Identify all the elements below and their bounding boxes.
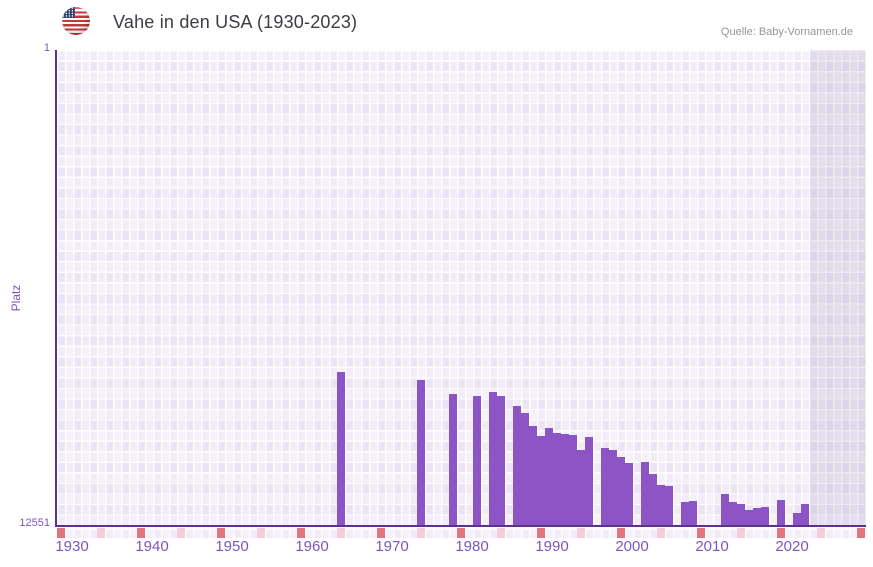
x-tick-label-1960: 1960 bbox=[295, 538, 329, 555]
half-decade-tick-1995 bbox=[577, 528, 585, 538]
bar-2003[interactable] bbox=[641, 462, 649, 525]
bar-2004[interactable] bbox=[649, 473, 657, 525]
bar-1975[interactable] bbox=[417, 380, 425, 525]
decade-tick-1960 bbox=[297, 528, 305, 538]
x-tick-label-1930: 1930 bbox=[55, 538, 89, 555]
bar-1989[interactable] bbox=[529, 425, 537, 525]
half-decade-tick-1955 bbox=[257, 528, 265, 538]
bar-2022[interactable] bbox=[793, 512, 801, 525]
decade-tick-1940 bbox=[137, 528, 145, 538]
x-tick-label-2010: 2010 bbox=[695, 538, 729, 555]
bar-1993[interactable] bbox=[561, 434, 569, 525]
x-tick-label-1980: 1980 bbox=[455, 538, 489, 555]
bar-2018[interactable] bbox=[761, 507, 769, 525]
bar-2017[interactable] bbox=[753, 507, 761, 525]
bar-2013[interactable] bbox=[721, 493, 729, 525]
decade-tick-1980 bbox=[457, 528, 465, 538]
us-flag-icon bbox=[62, 7, 90, 35]
bar-1992[interactable] bbox=[553, 432, 561, 525]
decade-tick-2010 bbox=[697, 528, 705, 538]
bar-2020[interactable] bbox=[777, 499, 785, 525]
bar-2015[interactable] bbox=[737, 504, 745, 525]
bar-2008[interactable] bbox=[681, 501, 689, 525]
bar-1987[interactable] bbox=[513, 406, 521, 525]
x-tick-label-2020: 2020 bbox=[775, 538, 809, 555]
x-tick-label-1970: 1970 bbox=[375, 538, 409, 555]
bar-2006[interactable] bbox=[665, 485, 673, 525]
half-decade-tick-1975 bbox=[417, 528, 425, 538]
x-axis-line bbox=[55, 525, 866, 527]
half-decade-tick-1985 bbox=[497, 528, 505, 538]
bar-1998[interactable] bbox=[601, 448, 609, 525]
plot-area bbox=[57, 50, 866, 525]
half-decade-tick-2005 bbox=[657, 528, 665, 538]
bar-2005[interactable] bbox=[657, 484, 665, 525]
decade-tick-1930 bbox=[57, 528, 65, 538]
half-decade-tick-1935 bbox=[97, 528, 105, 538]
decade-tick-2020 bbox=[777, 528, 785, 538]
bar-1990[interactable] bbox=[537, 436, 545, 525]
decade-tick-1990 bbox=[537, 528, 545, 538]
x-axis-labels: 1930 1940 1950 1960 1970 1980 1990 2000 2010 2020 bbox=[55, 538, 867, 556]
x-tick-label-1990: 1990 bbox=[535, 538, 569, 555]
page-title: Vahe in den USA (1930-2023) bbox=[113, 12, 358, 32]
x-tick-label-1940: 1940 bbox=[135, 538, 169, 555]
bar-1965[interactable] bbox=[337, 372, 345, 525]
decade-tick-2030 bbox=[857, 528, 865, 538]
half-decade-tick-2015 bbox=[737, 528, 745, 538]
bar-1999[interactable] bbox=[609, 450, 617, 525]
x-tick-label-1950: 1950 bbox=[215, 538, 249, 555]
source-credit: Quelle: Baby-Vornamen.de bbox=[720, 26, 853, 38]
decade-tick-2000 bbox=[617, 528, 625, 538]
bar-1979[interactable] bbox=[449, 394, 457, 525]
bar-1994[interactable] bbox=[569, 434, 577, 525]
decade-tick-1950 bbox=[217, 528, 225, 538]
bar-2016[interactable] bbox=[745, 509, 753, 525]
bar-1995[interactable] bbox=[577, 449, 585, 525]
no-data-band bbox=[810, 50, 866, 525]
half-decade-tick-2025 bbox=[817, 528, 825, 538]
bar-2000[interactable] bbox=[617, 456, 625, 525]
y-axis-top-tick: 1 bbox=[43, 42, 50, 54]
y-axis-bottom-tick: 12551 bbox=[19, 517, 50, 529]
bar-1991[interactable] bbox=[545, 428, 553, 525]
bar-1996[interactable] bbox=[585, 437, 593, 525]
bar-2009[interactable] bbox=[689, 501, 697, 525]
bar-2014[interactable] bbox=[729, 501, 737, 525]
bar-1984[interactable] bbox=[489, 392, 497, 525]
bar-1985[interactable] bbox=[497, 395, 505, 525]
bar-2001[interactable] bbox=[625, 462, 633, 525]
x-tick-label-2000: 2000 bbox=[615, 538, 649, 555]
us-flag-canton bbox=[62, 7, 75, 18]
half-decade-tick-1965 bbox=[337, 528, 345, 538]
bar-1988[interactable] bbox=[521, 412, 529, 525]
bar-2023[interactable] bbox=[801, 504, 809, 525]
half-decade-tick-1945 bbox=[177, 528, 185, 538]
decade-tick-1970 bbox=[377, 528, 385, 538]
x-tick-strip bbox=[57, 528, 867, 538]
y-axis-title: Platz bbox=[9, 284, 23, 312]
y-axis-line bbox=[55, 50, 57, 527]
bar-1982[interactable] bbox=[473, 395, 481, 525]
